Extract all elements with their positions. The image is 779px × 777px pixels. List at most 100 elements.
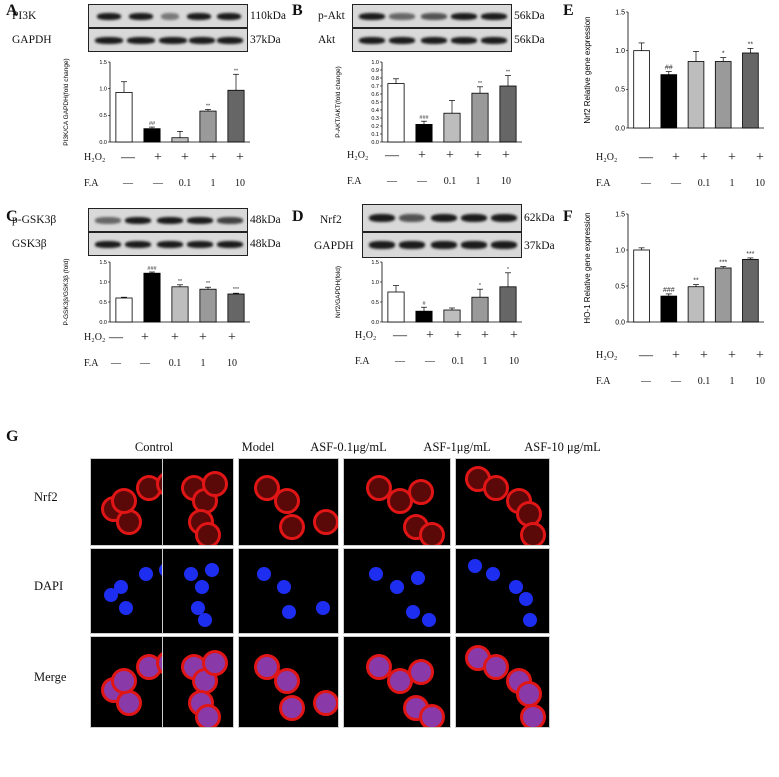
h2o2-value: + [171, 330, 179, 345]
cell-nucleus [520, 522, 547, 545]
cell-nucleus [276, 579, 291, 594]
fa-label: F.A [347, 176, 362, 187]
h2o2-value: + [672, 348, 680, 363]
y-tick-label: 0.4 [371, 108, 379, 114]
row-label: DAPI [34, 579, 64, 593]
blot-label-p-gsk3b: p-GSK3β [12, 214, 57, 226]
h2o2-value: + [446, 148, 454, 163]
h2o2-value: — [639, 150, 653, 165]
cell-nucleus [368, 567, 383, 582]
row-label: Merge [34, 670, 67, 684]
significance-label: ## [149, 121, 156, 127]
h2o2-label: H₂O₂ [84, 152, 106, 163]
y-tick-label: 1.0 [615, 247, 625, 254]
y-tick-label: 0.5 [371, 300, 379, 306]
significance-label: *** [746, 251, 754, 258]
bar [742, 258, 759, 323]
bar [199, 110, 217, 143]
y-tick-label: 1.0 [615, 48, 625, 55]
cell-nucleus [467, 558, 482, 573]
cell-nucleus [111, 667, 137, 694]
cell-nucleus [390, 579, 404, 594]
cell-nucleus [313, 690, 338, 716]
fa-value: 1 [729, 178, 735, 189]
y-tick-label: 1.0 [371, 60, 379, 66]
y-axis-label: PI3K/CA GAPDH(fold change) [63, 58, 70, 145]
panel-letter-d: D [292, 208, 304, 225]
cell-nucleus [421, 613, 436, 628]
y-axis-label: Nrf2/GAPDH(fold) [335, 266, 342, 318]
cell-nucleus [515, 681, 542, 707]
fa-value: 0.1 [168, 358, 182, 369]
fa-value: — [395, 356, 405, 367]
cell-nucleus [509, 579, 524, 594]
micrograph-nrf2 [343, 458, 451, 546]
panel-letter-c: C [6, 208, 18, 225]
column-label: ASF-10 μg/mL [524, 440, 601, 454]
fa-value: 0.1 [697, 376, 711, 387]
significance-label: ** [506, 70, 511, 76]
fa-value: — [641, 178, 651, 189]
bar [387, 83, 405, 143]
bar [199, 288, 217, 323]
fa-value: — [417, 176, 427, 187]
cell-nucleus [411, 571, 426, 586]
bar [415, 310, 433, 323]
cell-nucleus [139, 567, 153, 582]
cell-nucleus [278, 513, 305, 540]
western-blot-p-gsk3b [88, 208, 248, 232]
cell-nucleus [256, 567, 271, 582]
western-blot-gsk3b [88, 232, 248, 256]
micrograph-dapi [162, 548, 234, 634]
h2o2-label: H₂O₂ [596, 350, 618, 361]
cell-nucleus [273, 487, 300, 514]
bar [471, 92, 489, 143]
y-tick-label: 1.5 [371, 260, 379, 266]
y-tick-label: 0.5 [371, 100, 379, 106]
fa-value: 1 [210, 178, 216, 189]
panel-letter-g: G [6, 428, 19, 445]
y-axis-label: P-GSK3β/GSK3β (fold) [63, 258, 70, 325]
fa-value: 0.1 [451, 356, 465, 367]
blot-label-gapdh: GAPDH [314, 240, 354, 252]
bar [633, 50, 650, 129]
cell-nucleus [278, 694, 305, 721]
blot-label-gapdh: GAPDH [12, 34, 52, 46]
cell-nucleus [486, 567, 501, 582]
cell-nucleus [202, 649, 228, 676]
fa-value: — [671, 178, 681, 189]
bar [471, 296, 489, 323]
fa-label: F.A [596, 376, 611, 387]
h2o2-value: + [728, 150, 736, 165]
cell-nucleus [520, 703, 547, 727]
y-tick-label: 1.5 [99, 260, 107, 266]
y-tick-label: 0.5 [615, 87, 625, 94]
fa-value: 1 [729, 376, 735, 387]
y-tick-label: 0.0 [615, 319, 625, 326]
bar [171, 137, 189, 143]
cell-nucleus [408, 479, 435, 506]
significance-label: ** [234, 68, 239, 74]
h2o2-value: + [700, 150, 708, 165]
fa-label: F.A [355, 356, 370, 367]
fa-value: — [153, 178, 163, 189]
bar [227, 89, 245, 143]
bar [387, 291, 405, 323]
cell-nucleus [116, 690, 142, 716]
fa-value: 0.1 [443, 176, 457, 187]
blot-label-pi3k: PI3K [12, 10, 37, 22]
cell-nucleus [184, 567, 198, 582]
bar-chart-b: P-AKT/AKT(fold change) 0.0 0.1 0.2 0.3 0.4 0.5… [335, 60, 522, 146]
y-tick-label: 0.0 [371, 140, 379, 146]
significance-label: ** [206, 281, 211, 287]
cell-nucleus [281, 605, 296, 619]
y-tick-label: 0.1 [371, 132, 379, 138]
bar [499, 286, 517, 323]
bar [115, 297, 133, 323]
h2o2-value: + [154, 150, 162, 165]
y-axis-label: P-AKT/AKT(fold change) [335, 66, 342, 138]
kda-label: 110kDa [250, 10, 286, 22]
bar [171, 286, 189, 323]
h2o2-value: + [474, 148, 482, 163]
western-blot-p-akt [352, 4, 512, 28]
